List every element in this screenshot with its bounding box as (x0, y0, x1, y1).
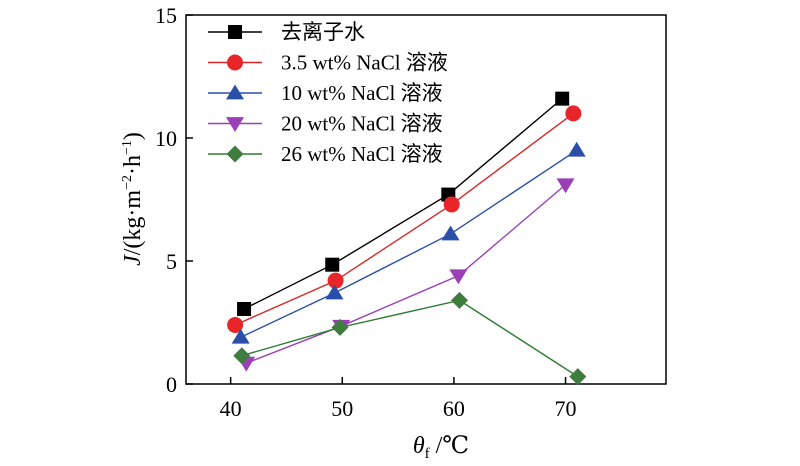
data-point (233, 347, 251, 365)
legend-item-2: 3.5 wt% NaCl 溶液 (208, 51, 448, 75)
data-point (567, 141, 586, 157)
x-tick-label: 50 (331, 396, 353, 421)
data-point (237, 301, 252, 316)
data-point (555, 91, 570, 106)
y-axis-title-exp-b: −1 (120, 140, 135, 155)
data-point (450, 291, 468, 309)
legend-item-1: 去离子水 (208, 20, 365, 44)
series-2 (227, 105, 582, 333)
series-line (240, 149, 578, 338)
legend-item-5: 26 wt% NaCl 溶液 (208, 142, 443, 166)
y-tick-label: 5 (166, 249, 177, 274)
x-axis-title-unit: /℃ (430, 433, 470, 459)
legend-marker (228, 25, 242, 39)
x-tick-label: 60 (443, 396, 465, 421)
legend-label: 10 wt% NaCl 溶液 (281, 81, 443, 105)
series-line (243, 98, 563, 310)
data-point (441, 225, 460, 241)
data-point (565, 105, 582, 122)
data-point (327, 272, 344, 289)
y-axis-title-var: J (120, 254, 146, 266)
legend-label: 3.5 wt% NaCl 溶液 (281, 51, 448, 75)
y-axis-title-exp-a: −2 (120, 175, 135, 190)
y-axis-title-close: ) (120, 132, 146, 140)
series-5 (233, 291, 587, 386)
data-point (325, 284, 344, 300)
axes: 40 50 60 70 0 5 10 15 (155, 3, 667, 421)
legend-marker (226, 145, 244, 163)
x-tick-label: 70 (555, 396, 577, 421)
data-point (556, 178, 575, 194)
data-point (331, 318, 349, 336)
legend-label: 26 wt% NaCl 溶液 (281, 142, 443, 166)
legend-marker (226, 117, 244, 132)
data-point (227, 316, 244, 333)
data-point (569, 368, 587, 386)
y-tick-label: 15 (155, 3, 177, 28)
series-line (234, 112, 574, 326)
series-line (241, 299, 579, 378)
legend-item-4: 20 wt% NaCl 溶液 (208, 112, 443, 136)
y-tick-label: 10 (155, 126, 177, 151)
y-axis-title-unit-a: /(kg·m (120, 190, 146, 256)
x-axis-title: θf /℃ (413, 433, 469, 462)
legend-marker (226, 84, 244, 100)
series-3 (231, 141, 586, 344)
legend-marker (227, 54, 243, 71)
data-point (231, 328, 250, 344)
legend: 去离子水 3.5 wt% NaCl 溶液 10 wt% NaCl 溶液 20 wt% … (208, 20, 448, 166)
y-axis-title-unit-b: ·h (120, 155, 146, 175)
legend-item-3: 10 wt% NaCl 溶液 (208, 81, 443, 105)
data-point (443, 196, 460, 213)
x-tick-label: 40 (220, 396, 242, 421)
legend-label: 20 wt% NaCl 溶液 (281, 112, 443, 136)
series-line (246, 184, 566, 364)
data-point (449, 269, 468, 285)
y-tick-label: 0 (166, 372, 177, 397)
legend-label: 去离子水 (281, 20, 365, 44)
y-axis-title: J/(kg·m−2·h−1) (120, 132, 146, 266)
data-point (325, 257, 340, 272)
x-axis-title-main: θ (413, 433, 425, 459)
x-axis-title-sub: f (425, 446, 430, 462)
plot-frame (185, 14, 667, 385)
series-1 (237, 91, 570, 316)
series-layer (227, 91, 587, 386)
